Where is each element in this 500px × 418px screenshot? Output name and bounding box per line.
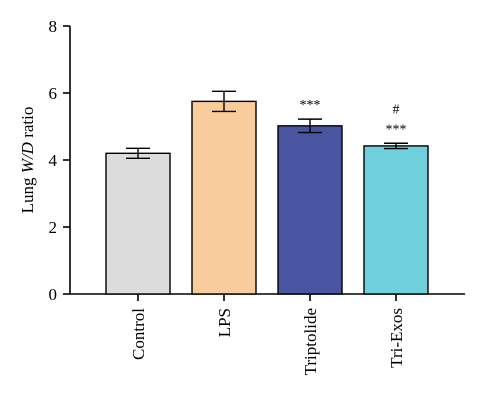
y-tick-label: 2 (49, 218, 58, 237)
bar (191, 100, 257, 295)
y-tick-label: 0 (49, 285, 58, 304)
bar (363, 145, 429, 295)
significance-label: # (393, 102, 400, 117)
y-axis-label-suffix: ratio (18, 107, 37, 142)
x-tick-label: Triptolide (301, 308, 320, 375)
x-tick-label: LPS (215, 308, 234, 337)
y-tick-label: 4 (49, 151, 58, 170)
y-axis-label: Lung W/D ratio (18, 107, 37, 214)
y-axis-label-prefix: Lung (18, 173, 37, 213)
y-tick-label: 6 (49, 84, 58, 103)
y-axis-label-italic: W/D (18, 141, 37, 173)
significance-label: *** (300, 98, 321, 113)
y-tick-label: 8 (49, 17, 58, 36)
bar (277, 125, 343, 295)
x-tick-label: Tri-Exos (387, 308, 406, 368)
significance-label: *** (386, 122, 407, 137)
plot-area: 0 2 4 6 8 Control LPS *** Triptolide *** # Tri-Exos (49, 17, 465, 375)
x-tick-label: Control (129, 308, 148, 360)
bar (105, 152, 171, 295)
